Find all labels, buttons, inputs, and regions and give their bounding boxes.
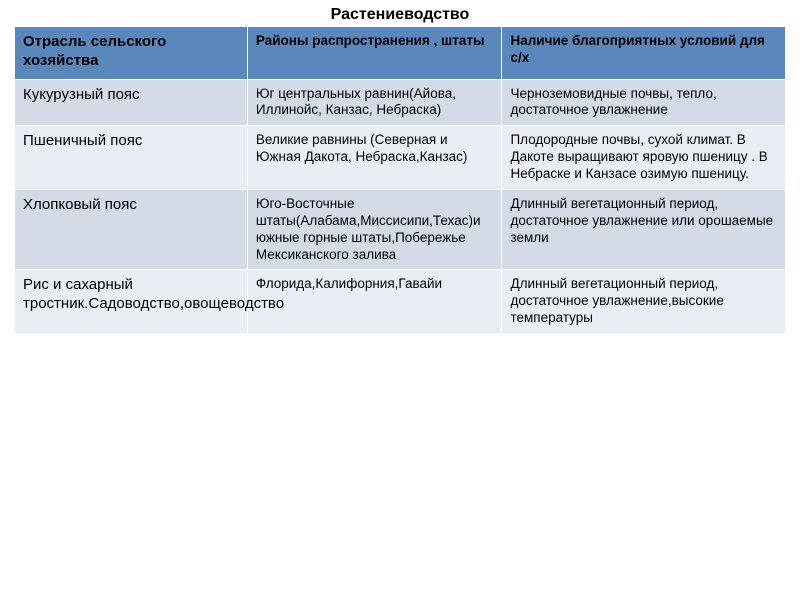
cell: Флорида,Калифорния,Гавайи [247,270,502,334]
cell: Черноземовидные почвы, тепло, достаточно… [502,79,786,126]
cell: Великие равнины (Северная и Южная Дакота… [247,126,502,190]
table-row: Кукурузный пояс Юг центральных равнин(Ай… [15,79,786,126]
data-table: Отрасль сельского хозяйства Районы распр… [14,26,786,334]
table-row: Рис и сахарный тростник.Садоводство,овощ… [15,270,786,334]
table-header: Отрасль сельского хозяйства Районы распр… [15,27,786,80]
cell: Длинный вегетационный период, достаточно… [502,270,786,334]
header-cell-2: Наличие благоприятных условий для с/х [502,27,786,80]
cell: Рис и сахарный тростник.Садоводство,овощ… [15,270,248,334]
cell: Хлопковый пояс [15,189,248,270]
header-row: Отрасль сельского хозяйства Районы распр… [15,27,786,80]
table-row: Хлопковый пояс Юго-Восточные штаты(Алаба… [15,189,786,270]
table-row: Пшеничный пояс Великие равнины (Северная… [15,126,786,190]
cell: Юг центральных равнин(Айова, Иллинойс, К… [247,79,502,126]
cell: Юго-Восточные штаты(Алабама,Миссисипи,Те… [247,189,502,270]
page-title: Растениеводство [14,6,786,24]
header-cell-1: Районы распространения , штаты [247,27,502,80]
cell: Плодородные почвы, сухой климат. В Дакот… [502,126,786,190]
table-body: Кукурузный пояс Юг центральных равнин(Ай… [15,79,786,334]
cell: Длинный вегетационный период, достаточно… [502,189,786,270]
cell: Кукурузный пояс [15,79,248,126]
page-container: Растениеводство Отрасль сельского хозяйс… [0,0,800,340]
header-cell-0: Отрасль сельского хозяйства [15,27,248,80]
cell: Пшеничный пояс [15,126,248,190]
